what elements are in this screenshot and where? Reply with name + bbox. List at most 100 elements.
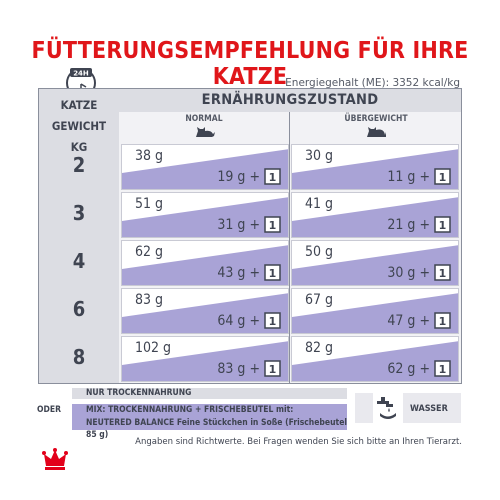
mix-amount: 31 g +: [217, 217, 260, 233]
overweight-header: ÜBERGEWICHT: [344, 114, 408, 124]
disclaimer-note: Angaben sind Richtwerte. Bei Fragen wend…: [135, 437, 462, 447]
weight-header-line2: GEWICHT: [51, 119, 107, 133]
column-divider: [289, 112, 290, 383]
pouch-icon: 1: [434, 312, 451, 329]
mix-wedge-shape: [122, 245, 288, 285]
legend-dry-only: NUR TROCKENNAHRUNG: [72, 388, 347, 399]
plus-sign: +: [419, 361, 430, 377]
overweight-cat-icon: [367, 127, 386, 137]
weight-column: [39, 89, 119, 383]
pouch-count: 1: [269, 219, 277, 232]
pouch-icon: 1: [434, 360, 451, 377]
energy-content: Energiegehalt (ME): 3352 kcal/kg: [285, 77, 460, 89]
mix-amount: 83 g +: [217, 361, 260, 377]
page-title: FÜTTERUNGSEMPFEHLUNG FÜR IHRE KATZE: [31, 38, 469, 90]
mix-amount: 21 g +: [387, 217, 430, 233]
pouch-icon: 1: [264, 216, 281, 233]
dry-only-amount: 51 g: [135, 196, 164, 212]
mix-dry-amount: 21 g: [387, 217, 416, 233]
dry-only-amount: 62 g: [135, 244, 164, 260]
over-portion-cell: 82 g 62 g +1: [291, 336, 459, 382]
pouch-icon: 1: [434, 264, 451, 281]
mix-dry-amount: 64 g: [217, 313, 246, 329]
brand-crown-logo: [42, 448, 68, 470]
pouch-count: 1: [439, 267, 447, 280]
plus-sign: +: [249, 217, 260, 233]
plus-sign: +: [249, 265, 260, 281]
over-portion-cell: 67 g 47 g +1: [291, 288, 459, 334]
dry-only-amount: 30 g: [305, 148, 334, 164]
weight-value: 6: [72, 297, 86, 321]
legend-or: ODER: [37, 405, 61, 415]
pouch-count: 1: [269, 315, 277, 328]
pouch-icon: 1: [264, 264, 281, 281]
feeding-table: KATZE GEWICHT KG ERNÄHRUNGSZUSTAND NORMA…: [38, 88, 462, 384]
mix-dry-amount: 83 g: [217, 361, 246, 377]
plus-sign: +: [419, 313, 430, 329]
mix-amount: 47 g +: [387, 313, 430, 329]
water-tap-icon: [373, 393, 403, 423]
weight-header-line3: KG: [70, 140, 88, 154]
state-header-bar: [119, 89, 461, 112]
mix-amount: 64 g +: [217, 313, 260, 329]
weight-header: KATZE GEWICHT KG: [39, 95, 119, 158]
legend-mix: MIX: TROCKENNAHRUNG + FRISCHEBEUTEL mit:…: [72, 404, 347, 440]
dry-only-amount: 83 g: [135, 292, 164, 308]
mix-wedge-shape: [122, 197, 288, 237]
pouch-icon: 1: [264, 360, 281, 377]
weight-value: 8: [72, 345, 86, 369]
mix-dry-amount: 19 g: [217, 169, 246, 185]
mix-wedge-shape: [292, 149, 458, 189]
mix-dry-amount: 31 g: [217, 217, 246, 233]
dry-only-amount: 41 g: [305, 196, 334, 212]
dry-only-amount: 67 g: [305, 292, 334, 308]
mix-dry-amount: 62 g: [387, 361, 416, 377]
normal-portion-cell: 38 g 19 g +1: [121, 144, 289, 190]
plus-sign: +: [419, 169, 430, 185]
weight-value: 2: [72, 153, 86, 177]
pouch-count: 1: [439, 171, 447, 184]
mix-dry-amount: 11 g: [387, 169, 416, 185]
mix-dry-amount: 47 g: [387, 313, 416, 329]
dry-only-amount: 82 g: [305, 340, 334, 356]
plus-sign: +: [249, 361, 260, 377]
mix-wedge-shape: [292, 245, 458, 285]
dry-only-amount: 50 g: [305, 244, 334, 260]
weight-value: 3: [72, 201, 86, 225]
mix-amount: 30 g +: [387, 265, 430, 281]
legend-mix-line2: NEUTERED BALANCE Feine Stückchen in Soße…: [86, 417, 348, 441]
mix-wedge-shape: [292, 293, 458, 333]
pouch-count: 1: [269, 267, 277, 280]
normal-portion-cell: 102 g 83 g +1: [121, 336, 289, 382]
clock-label: 24H: [73, 70, 89, 78]
over-portion-cell: 41 g 21 g +1: [291, 192, 459, 238]
over-portion-cell: 30 g 11 g +1: [291, 144, 459, 190]
mix-amount: 11 g +: [387, 169, 430, 185]
water-box: [355, 393, 461, 423]
plus-sign: +: [419, 217, 430, 233]
over-portion-cell: 50 g 30 g +1: [291, 240, 459, 286]
pouch-icon: 1: [434, 216, 451, 233]
pouch-count: 1: [439, 363, 447, 376]
pouch-count: 1: [269, 363, 277, 376]
mix-wedge-shape: [292, 197, 458, 237]
legend-mix-line1: MIX: TROCKENNAHRUNG + FRISCHEBEUTEL mit:: [86, 405, 294, 415]
pouch-count: 1: [439, 315, 447, 328]
pouch-icon: 1: [264, 168, 281, 185]
mix-wedge-shape: [122, 341, 288, 381]
weight-value: 4: [72, 249, 86, 273]
mix-wedge-shape: [122, 293, 288, 333]
mix-dry-amount: 43 g: [217, 265, 246, 281]
mix-wedge-shape: [122, 149, 288, 189]
plus-sign: +: [419, 265, 430, 281]
mix-dry-amount: 30 g: [387, 265, 416, 281]
plus-sign: +: [249, 169, 260, 185]
water-label: WASSER: [410, 404, 448, 414]
normal-header: NORMAL: [185, 114, 223, 124]
pouch-icon: 1: [434, 168, 451, 185]
normal-portion-cell: 51 g 31 g +1: [121, 192, 289, 238]
dry-only-amount: 102 g: [135, 340, 172, 356]
normal-portion-cell: 62 g 43 g +1: [121, 240, 289, 286]
pouch-icon: 1: [264, 312, 281, 329]
pouch-count: 1: [269, 171, 277, 184]
